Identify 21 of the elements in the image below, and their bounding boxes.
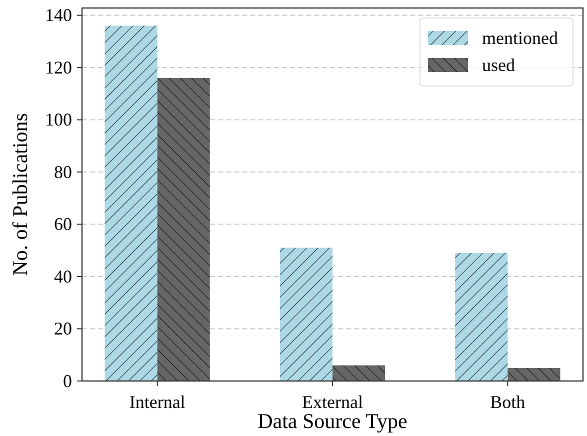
- bar: [280, 248, 332, 381]
- x-axis-title: Data Source Type: [258, 409, 408, 433]
- y-tick-label: 20: [54, 318, 72, 339]
- bar: [104, 26, 158, 381]
- bar: [508, 368, 560, 381]
- y-tick-label: 40: [54, 266, 72, 286]
- x-tick-label: Both: [490, 392, 526, 412]
- x-tick-label: External: [302, 392, 363, 412]
- legend-label: mentioned: [482, 28, 558, 48]
- y-tick-label: 80: [54, 162, 72, 182]
- y-axis-title: No. of Publications: [8, 113, 32, 276]
- y-tick-label: 100: [45, 110, 72, 130]
- y-tick-label: 60: [54, 214, 72, 234]
- y-tick-label: 120: [45, 57, 72, 78]
- x-tick-label: Internal: [129, 392, 186, 412]
- legend-label: used: [482, 55, 515, 75]
- y-tick-label: 0: [63, 370, 72, 391]
- bar: [157, 78, 210, 381]
- y-tick-label: 140: [45, 5, 72, 26]
- bar: [332, 365, 386, 381]
- bar: [455, 253, 508, 381]
